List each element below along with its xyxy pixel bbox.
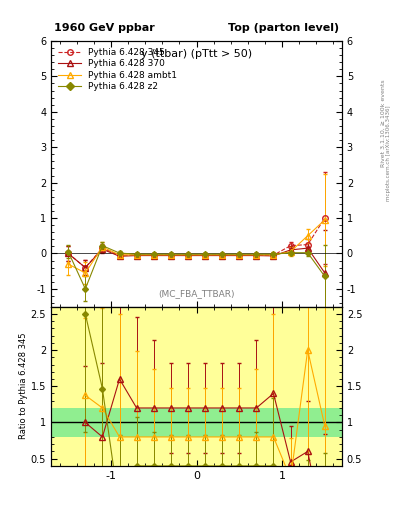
Text: Top (parton level): Top (parton level) [228,23,339,33]
Text: mcplots.cern.ch [arXiv:1306.3436]: mcplots.cern.ch [arXiv:1306.3436] [386,106,391,201]
Text: Rivet 3.1.10, ≥ 100k events: Rivet 3.1.10, ≥ 100k events [380,79,385,167]
Text: y (ttbar) (pTtt > 50): y (ttbar) (pTtt > 50) [141,49,252,59]
Legend: Pythia 6.428 345, Pythia 6.428 370, Pythia 6.428 ambt1, Pythia 6.428 z2: Pythia 6.428 345, Pythia 6.428 370, Pyth… [55,46,180,94]
Text: (MC_FBA_TTBAR): (MC_FBA_TTBAR) [158,290,235,298]
Text: 1960 GeV ppbar: 1960 GeV ppbar [54,23,155,33]
Y-axis label: Ratio to Pythia 6.428 345: Ratio to Pythia 6.428 345 [19,333,28,439]
